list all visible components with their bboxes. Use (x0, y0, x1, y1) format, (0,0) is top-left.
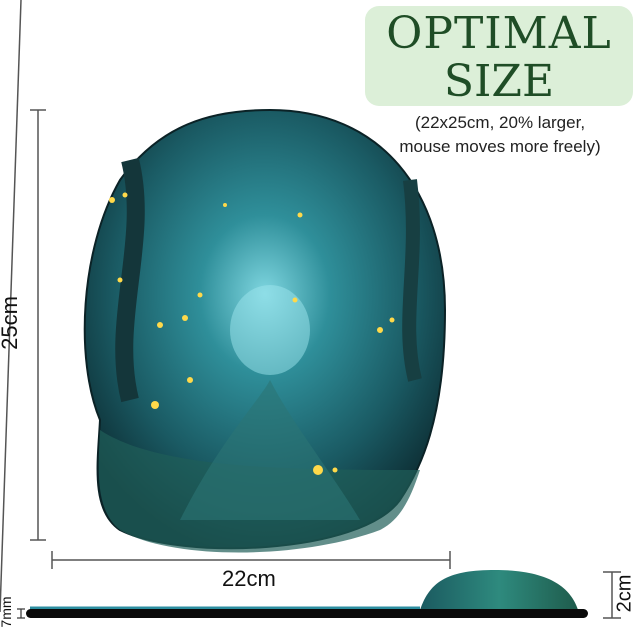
mousepad-side-view (26, 570, 588, 618)
badge-line-1: OPTIMAL (386, 8, 612, 59)
subtitle-line-1: (22x25cm, 20% larger, (414, 113, 586, 132)
wrist-rest-height-label: 2cm (613, 574, 636, 613)
dimension-lines (0, 0, 621, 619)
mousepad-top-view (83, 108, 447, 553)
width-label: 22cm (222, 566, 276, 591)
height-label: 25cm (0, 296, 22, 350)
subtitle-line-2: mouse moves more freely) (399, 137, 601, 156)
optimal-size-badge: OPTIMAL SIZE (365, 6, 633, 106)
thickness-label: 7mm (0, 596, 14, 628)
firefly-dots (109, 192, 395, 475)
badge-line-2: SIZE (443, 56, 555, 107)
